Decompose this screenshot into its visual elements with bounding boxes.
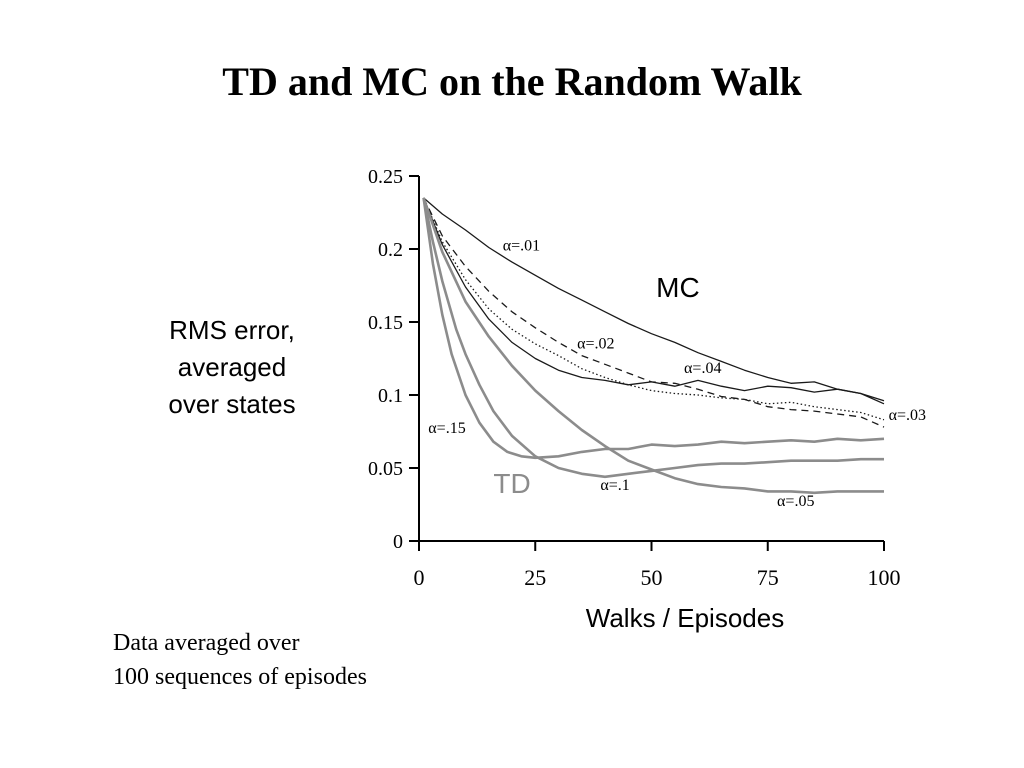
group-label-mc: MC [656,272,700,303]
slide-title: TD and MC on the Random Walk [222,59,802,104]
alpha-label: α=.05 [777,493,814,510]
alpha-label: α=.1 [600,477,629,494]
footnote-line-2: 100 sequences of episodes [113,664,367,690]
x-tick-label: 25 [524,565,546,590]
x-tick-label: 75 [757,565,779,590]
y-tick-label: 0.1 [378,385,403,407]
y-tick-label: 0.2 [378,239,403,261]
y-tick-label: 0.05 [368,458,403,480]
alpha-label: α=.02 [577,335,614,352]
y-axis-label-line: RMS error, [169,315,295,345]
y-axis-label: RMS error, averaged over states [168,315,295,419]
series-layer [422,197,885,495]
series-line-mc-1 [423,197,885,402]
y-tick-label: 0.25 [368,166,403,188]
series-line-td-6 [422,197,884,479]
axis-ticks: 0 0.05 0.1 0.15 0.2 0.25 0 25 50 75 100 [368,166,901,590]
series-line-mc-2 [423,197,885,428]
alpha-label: α=.15 [428,420,465,437]
y-axis-label-line: averaged [178,352,286,382]
series-line-mc-3 [423,197,885,421]
x-tick-label: 100 [868,565,901,590]
x-tick-label: 0 [414,565,425,590]
y-axis-label-line: over states [168,389,295,419]
x-tick-label: 50 [641,565,663,590]
y-tick-label: 0.15 [368,312,403,334]
alpha-label: α=.01 [503,237,540,254]
axes [418,176,884,542]
series-line-td-7 [422,197,884,495]
y-tick-label: 0 [393,531,403,553]
footnote: Data averaged over 100 sequences of epis… [113,626,367,694]
series-line-mc-4 [422,197,885,405]
annotations: MC TD α=.01 α=.02 α=.04 α=.03 α=.15 α=.1 α=.05 [428,237,926,510]
series-line-td-5 [422,197,885,460]
group-label-td: TD [493,468,530,499]
alpha-label: α=.04 [684,360,721,377]
alpha-label: α=.03 [889,407,926,424]
footnote-line-1: Data averaged over [113,630,300,656]
x-axis-label: Walks / Episodes [586,603,784,633]
